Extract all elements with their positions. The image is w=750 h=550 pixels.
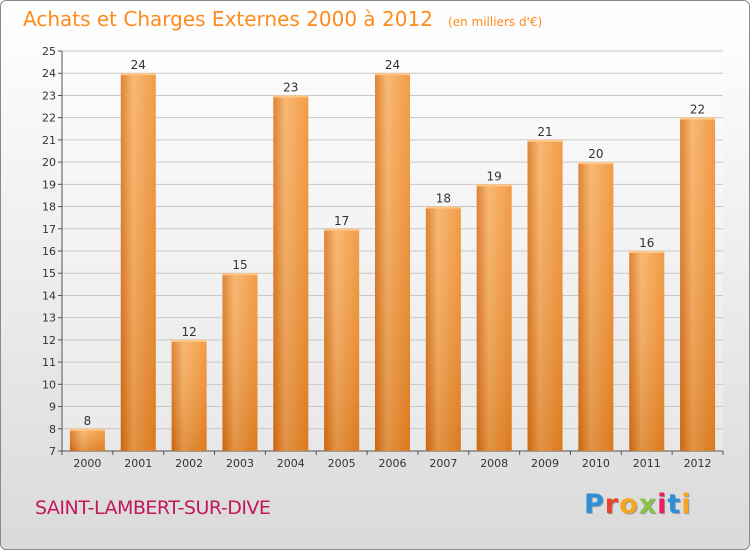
- y-tick-label: 13: [42, 312, 56, 325]
- y-tick-label: 22: [42, 112, 56, 125]
- data-label: 16: [639, 236, 654, 250]
- data-label: 12: [181, 325, 196, 339]
- bar-top: [375, 73, 410, 76]
- bar-top: [120, 73, 156, 76]
- x-tick-label: 2008: [480, 457, 508, 470]
- chart-subtitle: (en milliers d'€): [448, 15, 543, 29]
- bar-top: [324, 228, 360, 231]
- logo-letter: i: [681, 489, 692, 520]
- y-tick-label: 11: [42, 356, 56, 369]
- bar-top: [578, 162, 614, 165]
- bar-top: [476, 184, 512, 187]
- y-tick-label: 7: [49, 445, 56, 458]
- bar-shade: [476, 184, 512, 452]
- bar-shade: [425, 206, 461, 451]
- bar-shade: [680, 117, 716, 452]
- data-label: 24: [385, 58, 400, 72]
- y-tick-label: 10: [42, 378, 56, 391]
- data-label: 22: [690, 103, 705, 117]
- title-row: Achats et Charges Externes 2000 à 2012 (…: [23, 7, 542, 31]
- commune-name: SAINT-LAMBERT-SUR-DIVE: [35, 497, 271, 519]
- y-tick-label: 14: [42, 289, 56, 302]
- data-label: 24: [131, 58, 146, 72]
- y-tick-label: 15: [42, 267, 56, 280]
- y-tick-label: 16: [42, 245, 56, 258]
- x-tick-label: 2009: [531, 457, 559, 470]
- y-tick-label: 12: [42, 334, 56, 347]
- y-tick-label: 23: [42, 89, 56, 102]
- bar-top: [425, 206, 461, 209]
- x-tick-label: 2005: [328, 457, 356, 470]
- bar-top: [680, 117, 716, 120]
- y-tick-label: 18: [42, 201, 56, 214]
- x-tick-label: 2001: [124, 457, 152, 470]
- x-tick-label: 2006: [379, 457, 407, 470]
- bar-shade: [273, 95, 309, 451]
- y-tick-label: 25: [42, 45, 56, 58]
- bar-shade: [324, 228, 360, 451]
- data-label: 17: [334, 214, 349, 228]
- bar-top: [171, 339, 207, 342]
- y-tick-label: 21: [42, 134, 56, 147]
- logo-letter: P: [584, 489, 605, 520]
- y-tick-label: 19: [42, 178, 56, 191]
- bar-top: [629, 251, 665, 253]
- bar-shade: [629, 251, 665, 451]
- y-tick-label: 8: [49, 423, 56, 436]
- x-tick-label: 2003: [226, 457, 254, 470]
- logo-letter: r: [604, 489, 620, 520]
- bar-top: [69, 428, 105, 431]
- y-tick-label: 24: [42, 67, 56, 80]
- data-label: 23: [283, 80, 298, 94]
- bar-top: [273, 95, 309, 98]
- y-tick-label: 17: [42, 223, 56, 236]
- x-tick-label: 2002: [175, 457, 203, 470]
- logo-letter: i: [657, 489, 668, 520]
- logo-letter: x: [638, 489, 658, 520]
- bar-shade: [171, 339, 207, 451]
- y-tick-label: 9: [49, 401, 56, 414]
- data-label: 15: [232, 258, 247, 272]
- x-tick-label: 2007: [429, 457, 457, 470]
- data-label: 18: [436, 192, 451, 206]
- bar-shade: [375, 73, 410, 451]
- bar-shade: [120, 73, 156, 451]
- data-label: 8: [84, 414, 92, 428]
- x-tick-label: 2010: [582, 457, 610, 470]
- bar-shade: [527, 139, 563, 451]
- x-tick-label: 2000: [73, 457, 101, 470]
- logo-letter: t: [667, 489, 682, 520]
- data-label: 19: [487, 169, 502, 183]
- data-label: 21: [537, 125, 552, 139]
- bar-shade: [222, 273, 258, 451]
- bar-top: [527, 139, 563, 142]
- data-label: 20: [588, 147, 603, 161]
- bar-shade: [69, 428, 105, 451]
- x-tick-label: 2004: [277, 457, 305, 470]
- logo-letter: o: [619, 489, 639, 520]
- x-tick-label: 2011: [633, 457, 661, 470]
- bar-shade: [578, 162, 614, 451]
- chart-title: Achats et Charges Externes 2000 à 2012: [23, 7, 433, 31]
- proxiti-logo: Proxiti: [584, 489, 692, 520]
- bar-top: [222, 273, 258, 276]
- x-tick-label: 2012: [684, 457, 712, 470]
- y-tick-label: 20: [42, 156, 56, 169]
